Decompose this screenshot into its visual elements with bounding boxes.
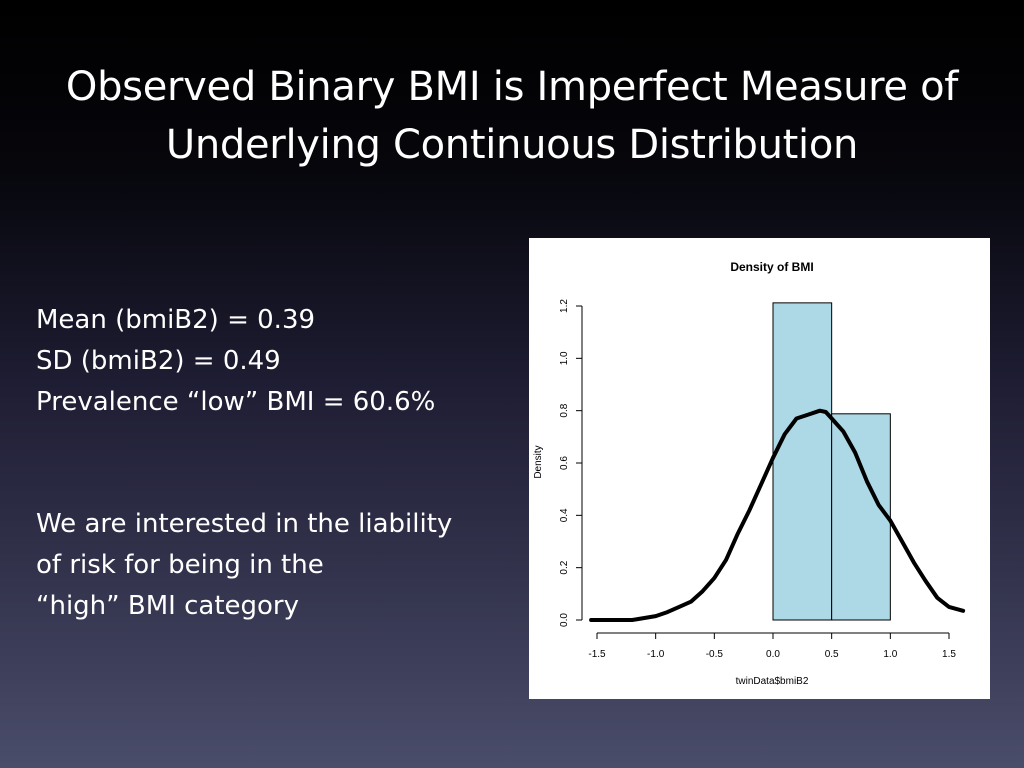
liability-note-line-2: of risk for being in the: [36, 550, 324, 580]
x-tick-label: 0.0: [766, 649, 780, 660]
y-tick-label: 1.2: [559, 299, 570, 313]
histogram-bar-2: [831, 413, 891, 621]
x-tick-label: -0.5: [706, 649, 724, 660]
x-tick-label: 1.5: [942, 649, 956, 660]
y-tick-label: 1.0: [559, 351, 570, 365]
slide-title: Observed Binary BMI is Imperfect Measure…: [40, 58, 984, 174]
x-tick-label: -1.0: [647, 649, 665, 660]
histogram-bar-1: [772, 302, 833, 621]
sd-statistic: SD (bmiB2) = 0.49: [36, 346, 281, 376]
y-tick-label: 0.8: [559, 403, 570, 417]
slide-title-line-1: Observed Binary BMI is Imperfect Measure…: [65, 64, 959, 110]
density-chart: Density of BMI Density twinData$bmiB2 -1…: [533, 260, 966, 687]
density-chart-panel: Density of BMI Density twinData$bmiB2 -1…: [529, 238, 990, 699]
x-tick-label: 1.0: [883, 649, 897, 660]
y-axis-label: Density: [533, 445, 544, 478]
y-tick-label: 0.0: [559, 613, 570, 627]
mean-statistic: Mean (bmiB2) = 0.39: [36, 305, 316, 335]
liability-note: We are interested in the liability of ri…: [36, 504, 452, 627]
y-tick-label: 0.2: [559, 560, 570, 574]
liability-note-line-3: “high” BMI category: [36, 591, 299, 621]
slide-title-line-2: Underlying Continuous Distribution: [165, 122, 859, 168]
y-tick-label: 0.4: [559, 508, 570, 522]
prevalence-statistic: Prevalence “low” BMI = 60.6%: [36, 387, 436, 417]
x-axis-label: twinData$bmiB2: [736, 676, 809, 687]
liability-note-line-1: We are interested in the liability: [36, 509, 453, 539]
summary-statistics: Mean (bmiB2) = 0.39 SD (bmiB2) = 0.49 Pr…: [36, 300, 435, 423]
y-tick-label: 0.6: [559, 456, 570, 470]
chart-title: Density of BMI: [730, 260, 813, 274]
x-tick-label: -1.5: [588, 649, 606, 660]
x-tick-label: 0.5: [825, 649, 839, 660]
density-curve: [589, 408, 966, 622]
